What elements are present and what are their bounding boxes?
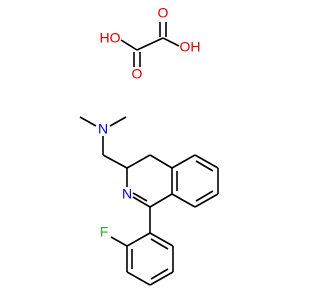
atom-label: O <box>158 5 169 21</box>
atom-label: OH <box>180 39 201 55</box>
atom-label: HO <box>100 30 121 46</box>
atom-label: O <box>132 66 143 82</box>
atom-label: F <box>100 224 109 240</box>
structure-diagram: HO O O OH N N F <box>79 5 219 286</box>
fluorophenyl-bonds <box>110 207 174 286</box>
atom-label: N <box>98 121 108 137</box>
isoquinoline-bonds <box>126 154 219 208</box>
atom-label: N <box>122 186 132 202</box>
oxalic-acid-bonds <box>120 22 180 67</box>
amine-bonds <box>79 116 128 169</box>
